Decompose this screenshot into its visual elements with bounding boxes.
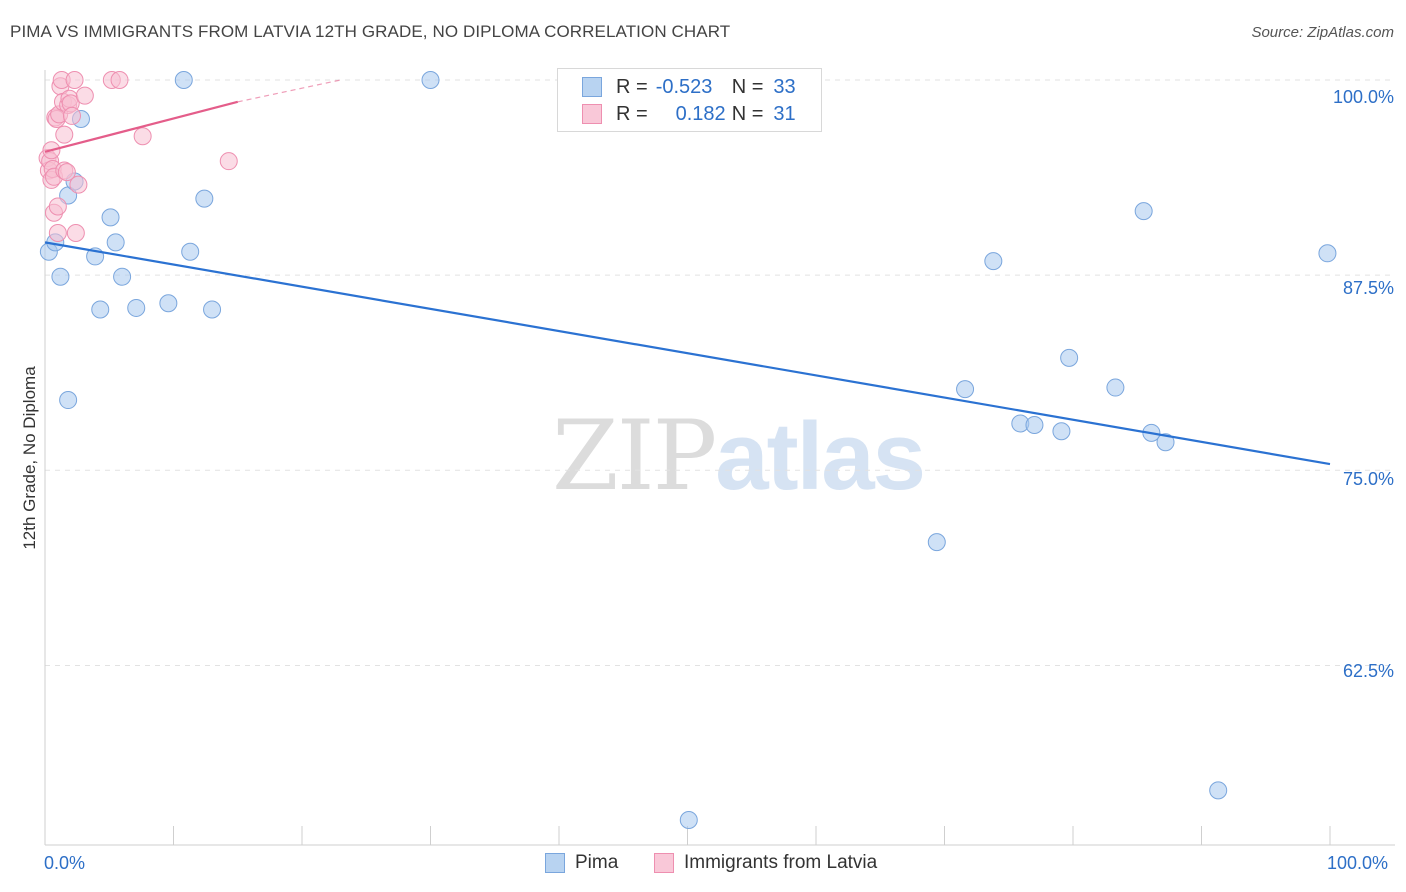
latvia-point (219, 152, 238, 171)
latvia-trend-extension (237, 79, 341, 103)
latvia-point (55, 125, 74, 144)
pima-point (1060, 348, 1079, 367)
pima-point (421, 71, 440, 89)
x-tick-label: 100.0% (1327, 853, 1389, 873)
pima-point (203, 300, 222, 319)
pima-point (956, 380, 975, 399)
legend-item-pima[interactable]: Pima (545, 852, 618, 874)
legend-label-latvia: Immigrants from Latvia (684, 852, 878, 873)
legend-n-label: N = (731, 75, 764, 98)
pima-point (679, 811, 698, 830)
source-credit: Source: ZipAtlas.com (1251, 24, 1394, 41)
legend-swatch-latvia (654, 853, 674, 873)
stats-legend: R = -0.523 N = 33 R = 0.182 N = 31 (557, 68, 822, 132)
legend-swatch-pima (582, 77, 602, 97)
latvia-point (48, 224, 67, 242)
pima-point (159, 294, 178, 313)
watermark-atlas: atlas (715, 403, 926, 510)
legend-label-pima: Pima (575, 852, 619, 873)
chart-title: PIMA VS IMMIGRANTS FROM LATVIA 12TH GRAD… (10, 22, 731, 41)
pima-point (91, 300, 110, 319)
watermark-zip: ZIP (552, 400, 717, 512)
y-tick-label: 87.5% (1342, 278, 1394, 298)
pima-point (181, 242, 200, 261)
latvia-point (110, 71, 129, 89)
latvia-point (75, 86, 94, 105)
pima-point (51, 267, 70, 286)
legend-swatch-pima (545, 853, 565, 873)
latvia-trend-line (44, 100, 239, 153)
pima-point (101, 208, 120, 227)
pima-point (927, 533, 946, 552)
legend-r-value: -0.523 (655, 75, 713, 98)
latvia-point (133, 127, 152, 146)
latvia-point (57, 163, 76, 182)
x-tick-label: 0.0% (44, 853, 86, 873)
legend-row-pima: R = -0.523 N = 33 (582, 75, 796, 99)
legend-row-latvia: R = 0.182 N = 31 (582, 102, 796, 126)
pima-point (1052, 422, 1071, 441)
series-legend: Pima Immigrants from Latvia (0, 852, 1406, 878)
legend-r-value: 0.182 (675, 102, 726, 125)
legend-swatch-latvia (582, 104, 602, 124)
legend-r-label: R = (616, 75, 648, 98)
pima-point (1134, 202, 1153, 221)
pima-point (1106, 378, 1125, 397)
legend-n-value: 33 (773, 75, 796, 98)
y-tick-label: 75.0% (1342, 469, 1394, 489)
pima-point (1025, 416, 1044, 435)
pima-point (1318, 244, 1337, 263)
pima-point (984, 252, 1003, 271)
y-tick-label: 100.0% (1332, 87, 1394, 107)
y-axis-label: 12th Grade, No Diploma (20, 366, 39, 550)
legend-n-label: N = (731, 102, 764, 125)
y-tick-label: 62.5% (1342, 661, 1394, 681)
legend-r-label: R = (616, 102, 648, 125)
latvia-point (48, 197, 67, 216)
latvia-point (69, 175, 88, 194)
pima-point (59, 391, 78, 410)
pima-point (1209, 781, 1228, 800)
latvia-point (66, 224, 85, 242)
watermark: ZIPatlas (552, 400, 926, 512)
latvia-point (62, 106, 81, 125)
latvia-point (65, 71, 84, 89)
legend-n-value: 31 (773, 102, 796, 125)
pima-point (1156, 433, 1175, 452)
pima-point (113, 267, 132, 286)
pima-point (127, 298, 146, 317)
pima-point (174, 71, 193, 89)
pima-point (195, 189, 214, 208)
pima-trend-line (44, 241, 1331, 466)
legend-item-latvia[interactable]: Immigrants from Latvia (654, 852, 877, 874)
pima-point (106, 233, 125, 252)
